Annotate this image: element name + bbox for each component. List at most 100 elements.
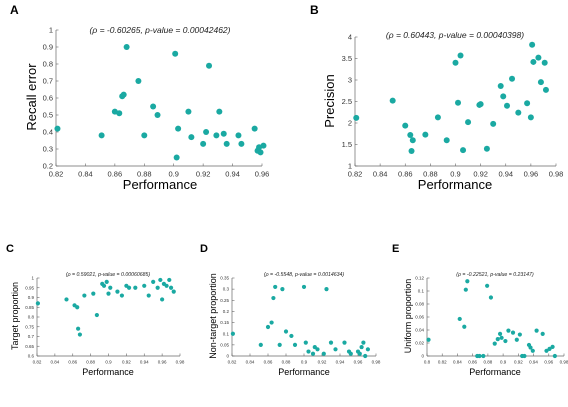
data-point [500,93,507,100]
data-point [504,102,511,109]
x-tick-label: 0.82 [228,360,237,365]
data-point [547,346,552,351]
data-point [477,353,482,359]
panel-c: C(ρ = 0.59021, p-value = 0.00060685)0.60… [6,243,185,377]
y-tick-label: 0.12 [415,276,424,281]
x-tick-label: 0.9 [450,170,460,179]
x-tick-label: 0.92 [318,360,327,365]
data-point [154,112,161,118]
data-point [517,332,522,337]
data-point [490,120,497,127]
data-point [389,97,396,104]
y-tick-label: 0.15 [220,320,229,325]
x-tick-label: 0.92 [473,170,488,179]
data-point [303,340,308,345]
x-tick-label: 0.86 [108,170,123,179]
data-point [409,137,416,144]
data-point [223,140,230,147]
panel-d: D (ρ = -0.5548, p-value = 0.0014634) 0 0.05… [200,243,381,377]
data-point [527,114,534,121]
x-tick-label: 0.84 [453,360,462,365]
x-tick-label: 0.88 [423,170,438,179]
data-point [310,351,316,356]
panel-e: E (ρ = -0.22521, p-value = 0.23147) 0 0.02 0… [392,243,568,377]
data-point [534,328,539,333]
data-point [235,132,242,139]
data-point [488,295,494,300]
data-point [160,297,165,302]
data-point [544,348,549,353]
data-point [353,114,360,121]
x-axis-title: Performance [278,367,330,377]
data-point [426,337,431,342]
data-point [357,351,362,356]
data-point [509,75,516,82]
data-point [35,301,40,306]
data-point [155,285,160,290]
x-tick-label: 0.84 [246,360,255,365]
panel-title: (ρ = -0.60265, p-value = 0.00042462) [90,25,231,35]
x-tick-label: 0.96 [354,360,363,365]
data-point [465,119,472,126]
data-point [342,340,347,345]
data-point [172,50,179,57]
y-tick-label: 0.4 [43,128,53,137]
data-point [407,132,414,139]
x-axis-title: Performance [418,177,492,192]
data-point [365,347,370,352]
data-point [434,114,441,121]
y-tick-label: 1 [31,276,34,281]
data-point [283,329,289,334]
data-point [141,132,148,139]
data-point [119,293,125,298]
data-point [359,344,364,350]
data-point [167,277,172,283]
y-tick-label: 0.3 [43,145,53,154]
y-tick-label: 0 [226,354,229,359]
y-tick-label: 0.05 [220,342,229,347]
data-point [499,335,504,340]
data-point [168,285,174,290]
x-tick-label: 0.82 [348,170,363,179]
data-point [524,100,531,107]
y-tick-label: 4 [348,33,352,42]
y-axis-title: Recall error [24,63,39,131]
data-point [123,44,130,50]
data-point [361,340,366,345]
data-point [306,349,311,354]
x-tick-label: 0.88 [137,170,152,179]
x-tick-label: 0.9 [301,360,308,365]
data-point [457,316,462,322]
data-point [457,52,464,59]
data-point [455,99,462,106]
data-point [537,79,544,86]
data-point [213,132,220,139]
x-tick-label: 0.9 [105,360,112,365]
data-point [422,131,429,138]
data-point [77,332,82,337]
x-tick-label: 0.9 [500,360,507,365]
x-tick-label: 0.82 [33,360,42,365]
data-point [550,344,555,349]
data-point [142,283,147,288]
data-point [477,101,484,108]
y-axis-title: Target proportion [10,282,20,350]
data-point [135,78,142,84]
y-tick-label: 0.1 [223,331,230,336]
y-tick-label: 0.6 [28,354,35,359]
data-point [150,103,157,110]
y-tick-label: 0.85 [25,305,34,310]
x-tick-label: 0.96 [544,360,553,365]
panel-b: B (ρ = 0.60443, p-value = 0.00040398) 1 1.5… [310,3,563,192]
x-tick-label: 0.8 [424,360,431,365]
data-point [495,337,500,342]
x-tick-label: 0.82 [438,360,447,365]
y-tick-label: 0.9 [28,295,35,300]
data-point [82,293,87,298]
data-point [289,333,294,339]
panel-label: D [200,243,208,255]
data-point [91,291,96,296]
data-point [497,83,504,90]
data-point [542,86,549,93]
